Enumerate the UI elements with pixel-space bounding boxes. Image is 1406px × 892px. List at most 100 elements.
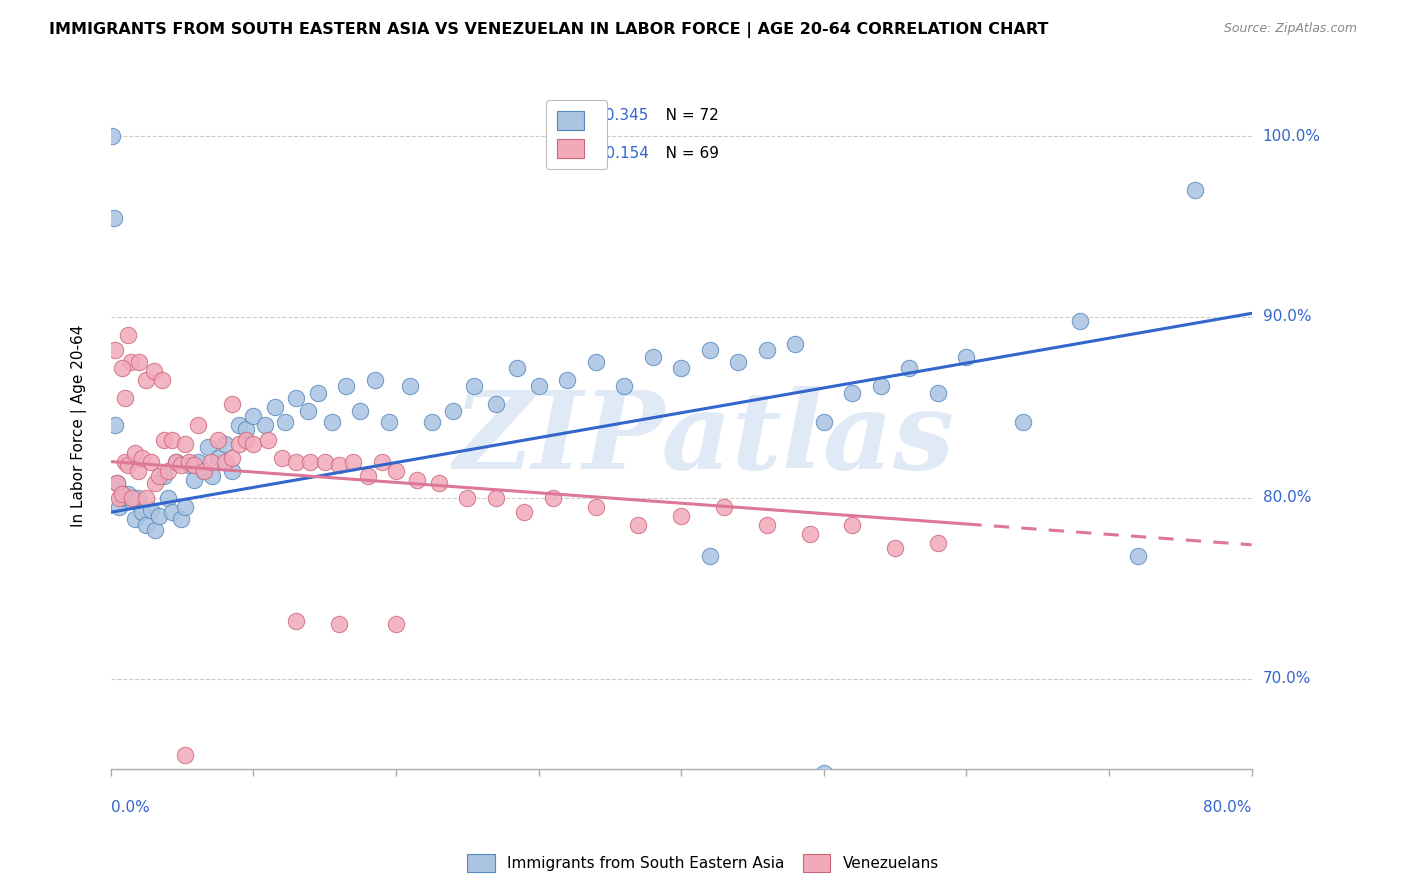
Point [713, 500, 735, 514]
Point [197, 440, 219, 454]
Point [156, 464, 179, 478]
Point [235, 433, 257, 447]
Text: R =: R = [565, 145, 599, 161]
Point [200, 455, 222, 469]
Point [148, 508, 170, 523]
Point [193, 464, 215, 478]
Point [111, 360, 134, 375]
Point [156, 491, 179, 505]
Point [170, 512, 193, 526]
Point [214, 455, 236, 469]
Point [585, 355, 607, 369]
Point [1069, 313, 1091, 327]
Point [160, 433, 183, 447]
Point [541, 491, 564, 505]
Point [152, 469, 174, 483]
Point [555, 373, 578, 387]
Point [105, 476, 128, 491]
Point [117, 487, 139, 501]
Point [108, 491, 131, 505]
Point [349, 404, 371, 418]
Point [427, 476, 450, 491]
Point [127, 464, 149, 478]
Point [256, 433, 278, 447]
Point [1126, 549, 1149, 563]
Point [385, 464, 408, 478]
Point [179, 455, 201, 469]
Point [221, 450, 243, 465]
Point [299, 455, 322, 469]
Point [121, 491, 143, 505]
Point [1184, 183, 1206, 197]
Point [160, 505, 183, 519]
Point [207, 433, 229, 447]
Point [228, 436, 250, 450]
Point [841, 385, 863, 400]
Text: 0.0%: 0.0% [111, 799, 149, 814]
Point [135, 517, 157, 532]
Point [143, 476, 166, 491]
Point [285, 614, 308, 628]
Point [328, 617, 350, 632]
Y-axis label: In Labor Force | Age 20-64: In Labor Force | Age 20-64 [72, 325, 87, 526]
Point [841, 517, 863, 532]
Point [813, 765, 835, 780]
Point [165, 455, 187, 469]
Point [112, 491, 135, 505]
Point [585, 500, 607, 514]
Point [131, 505, 153, 519]
Point [117, 458, 139, 473]
Point [207, 450, 229, 465]
Point [131, 450, 153, 465]
Text: 70.0%: 70.0% [1263, 671, 1310, 686]
Point [371, 455, 394, 469]
Point [201, 469, 224, 483]
Text: 90.0%: 90.0% [1263, 310, 1312, 325]
Text: Source: ZipAtlas.com: Source: ZipAtlas.com [1223, 22, 1357, 36]
Point [927, 536, 949, 550]
Point [221, 464, 243, 478]
Point [150, 373, 173, 387]
Point [363, 373, 385, 387]
Point [641, 350, 664, 364]
Point [104, 418, 127, 433]
Point [513, 505, 536, 519]
Point [671, 508, 693, 523]
Point [314, 455, 336, 469]
Point [456, 491, 478, 505]
Point [785, 337, 807, 351]
Point [170, 458, 193, 473]
Point [285, 455, 308, 469]
Point [399, 378, 422, 392]
Point [148, 469, 170, 483]
Point [406, 473, 429, 487]
Point [104, 343, 127, 357]
Point [179, 458, 201, 473]
Text: R =: R = [565, 108, 599, 123]
Point [214, 436, 236, 450]
Point [869, 378, 891, 392]
Point [117, 328, 139, 343]
Point [193, 464, 215, 478]
Point [235, 422, 257, 436]
Point [527, 378, 550, 392]
Point [799, 527, 821, 541]
Point [124, 512, 146, 526]
Point [485, 491, 508, 505]
Point [221, 397, 243, 411]
Point [441, 404, 464, 418]
Point [927, 385, 949, 400]
Text: IMMIGRANTS FROM SOUTH EASTERN ASIA VS VENEZUELAN IN LABOR FORCE | AGE 20-64 CORR: IMMIGRANTS FROM SOUTH EASTERN ASIA VS VE… [49, 22, 1049, 38]
Point [627, 517, 650, 532]
Point [143, 524, 166, 538]
Point [285, 392, 308, 406]
Text: N = 69: N = 69 [651, 145, 720, 161]
Point [385, 617, 408, 632]
Point [111, 487, 134, 501]
Point [955, 350, 977, 364]
Point [335, 378, 357, 392]
Point [671, 360, 693, 375]
Point [120, 355, 142, 369]
Point [485, 397, 508, 411]
Point [328, 458, 350, 473]
